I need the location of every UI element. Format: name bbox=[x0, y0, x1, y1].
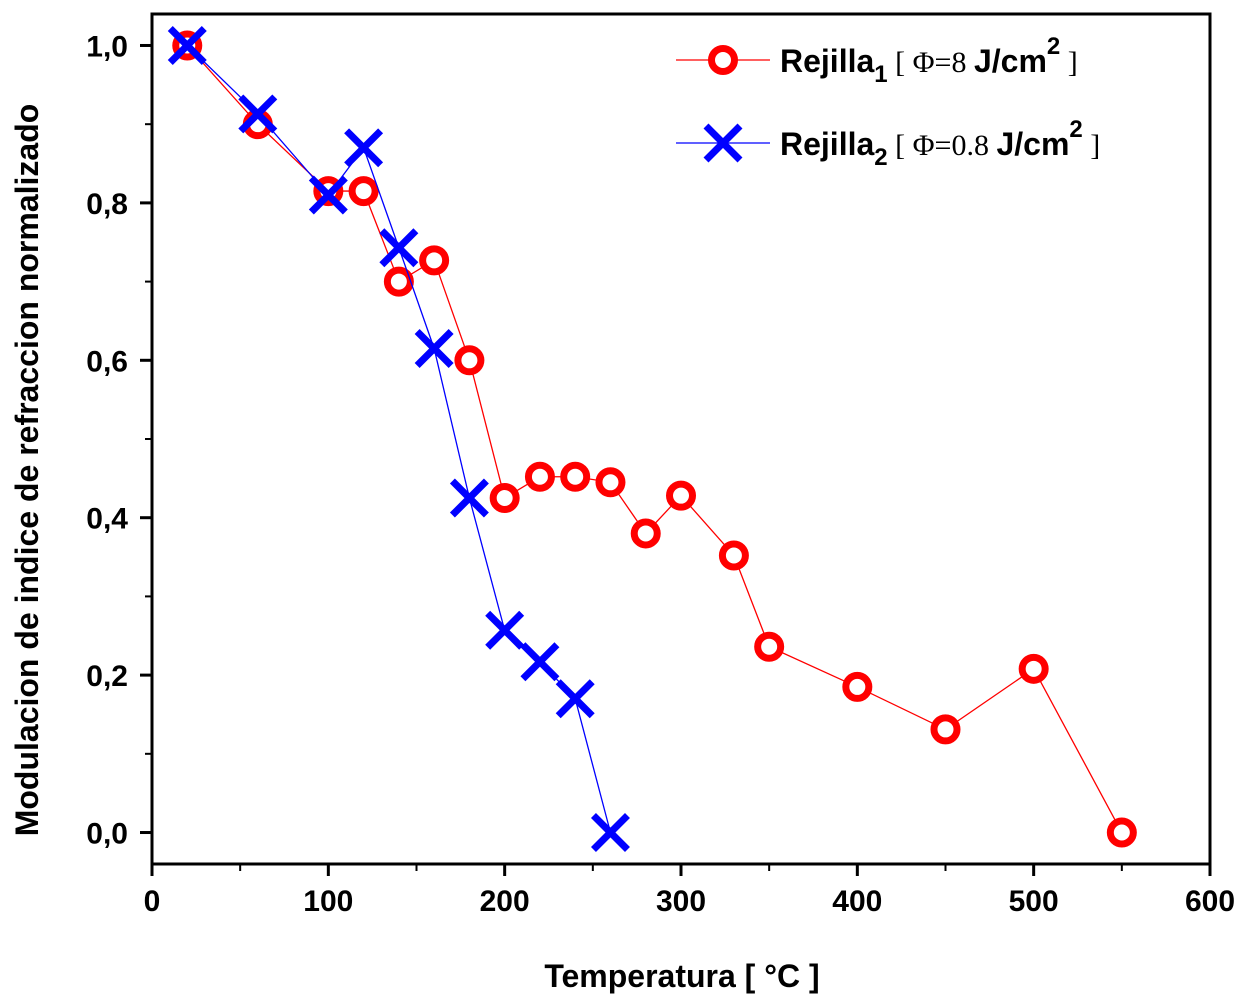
y-tick-label-5: 1,0 bbox=[86, 30, 128, 63]
data-point bbox=[344, 128, 384, 168]
x-stroke bbox=[167, 26, 207, 65]
data-point bbox=[842, 671, 873, 702]
data-point bbox=[414, 329, 454, 368]
x-tick-label-200: 200 bbox=[480, 885, 530, 918]
x-stroke bbox=[308, 175, 348, 215]
data-point bbox=[485, 610, 525, 650]
x-stroke bbox=[520, 642, 560, 682]
data-point bbox=[167, 26, 207, 65]
axes-layer: 0 100 200 300 400 500 600 0,0 0,2 0,4 0,6 0,8 1,0 bbox=[86, 12, 1235, 918]
x-stroke bbox=[414, 329, 454, 368]
x-stroke bbox=[555, 679, 595, 719]
x-tick-label-100: 100 bbox=[303, 885, 353, 918]
series-rejilla1 bbox=[172, 30, 1137, 848]
data-point bbox=[520, 642, 560, 682]
x-tick-label-0: 0 bbox=[144, 885, 161, 918]
y-tick-label-0: 0,0 bbox=[86, 818, 128, 851]
data-point bbox=[449, 478, 489, 518]
data-point bbox=[238, 94, 278, 134]
data-point bbox=[630, 518, 661, 549]
data-point bbox=[930, 714, 961, 745]
legend-label: Rejilla2 [ Φ=0.8 J/cm2 ] bbox=[780, 116, 1100, 171]
y-tick-label-4: 0,8 bbox=[86, 188, 128, 221]
data-point bbox=[489, 483, 520, 514]
x-stroke bbox=[379, 228, 419, 268]
data-point bbox=[560, 461, 591, 492]
data-point bbox=[595, 467, 626, 498]
x-stroke bbox=[590, 813, 630, 852]
data-point bbox=[754, 631, 785, 662]
series-line-rejilla2 bbox=[186, 45, 612, 833]
data-point bbox=[348, 176, 379, 207]
x-stroke bbox=[485, 610, 525, 650]
data-point bbox=[308, 175, 348, 215]
x-axis-title: Temperatura [ °C ] bbox=[544, 958, 819, 994]
x-stroke bbox=[344, 128, 384, 168]
data-point bbox=[1018, 653, 1049, 684]
legend-entry-rejilla2: Rejilla2 [ Φ=0.8 J/cm2 ] bbox=[676, 116, 1100, 171]
series-rejilla2 bbox=[167, 26, 630, 852]
x-tick-label-400: 400 bbox=[832, 885, 882, 918]
x-tick-label-500: 500 bbox=[1009, 885, 1059, 918]
data-point bbox=[379, 228, 419, 268]
legend-marker bbox=[703, 123, 743, 163]
y-axis-title: Modulacion de indice de refraccion norma… bbox=[9, 104, 45, 837]
y-tick-label-1: 0,2 bbox=[86, 660, 128, 693]
y-tick-label-2: 0,4 bbox=[86, 503, 128, 536]
x-stroke bbox=[449, 478, 489, 518]
data-point bbox=[524, 461, 555, 492]
x-stroke bbox=[238, 94, 278, 134]
x-tick-label-600: 600 bbox=[1185, 885, 1235, 918]
series-layer bbox=[167, 26, 1137, 852]
legend-marker bbox=[708, 45, 738, 75]
data-point bbox=[419, 245, 450, 276]
series-line-rejilla1 bbox=[186, 45, 1123, 833]
data-point bbox=[383, 266, 414, 297]
legend-entry-rejilla1: Rejilla1 [ Φ=8 J/cm2 ] bbox=[676, 33, 1078, 88]
data-point bbox=[454, 345, 485, 376]
legend: Rejilla1 [ Φ=8 J/cm2 ] Rejilla2 [ Φ=0.8 J… bbox=[676, 33, 1100, 171]
data-point bbox=[590, 813, 630, 852]
data-point bbox=[555, 679, 595, 719]
legend-label: Rejilla1 [ Φ=8 J/cm2 ] bbox=[780, 33, 1078, 88]
x-stroke bbox=[703, 123, 743, 163]
x-tick-label-300: 300 bbox=[656, 885, 706, 918]
data-point bbox=[1106, 817, 1137, 848]
y-tick-label-3: 0,6 bbox=[86, 345, 128, 378]
data-point bbox=[666, 480, 696, 511]
data-point bbox=[718, 540, 749, 571]
